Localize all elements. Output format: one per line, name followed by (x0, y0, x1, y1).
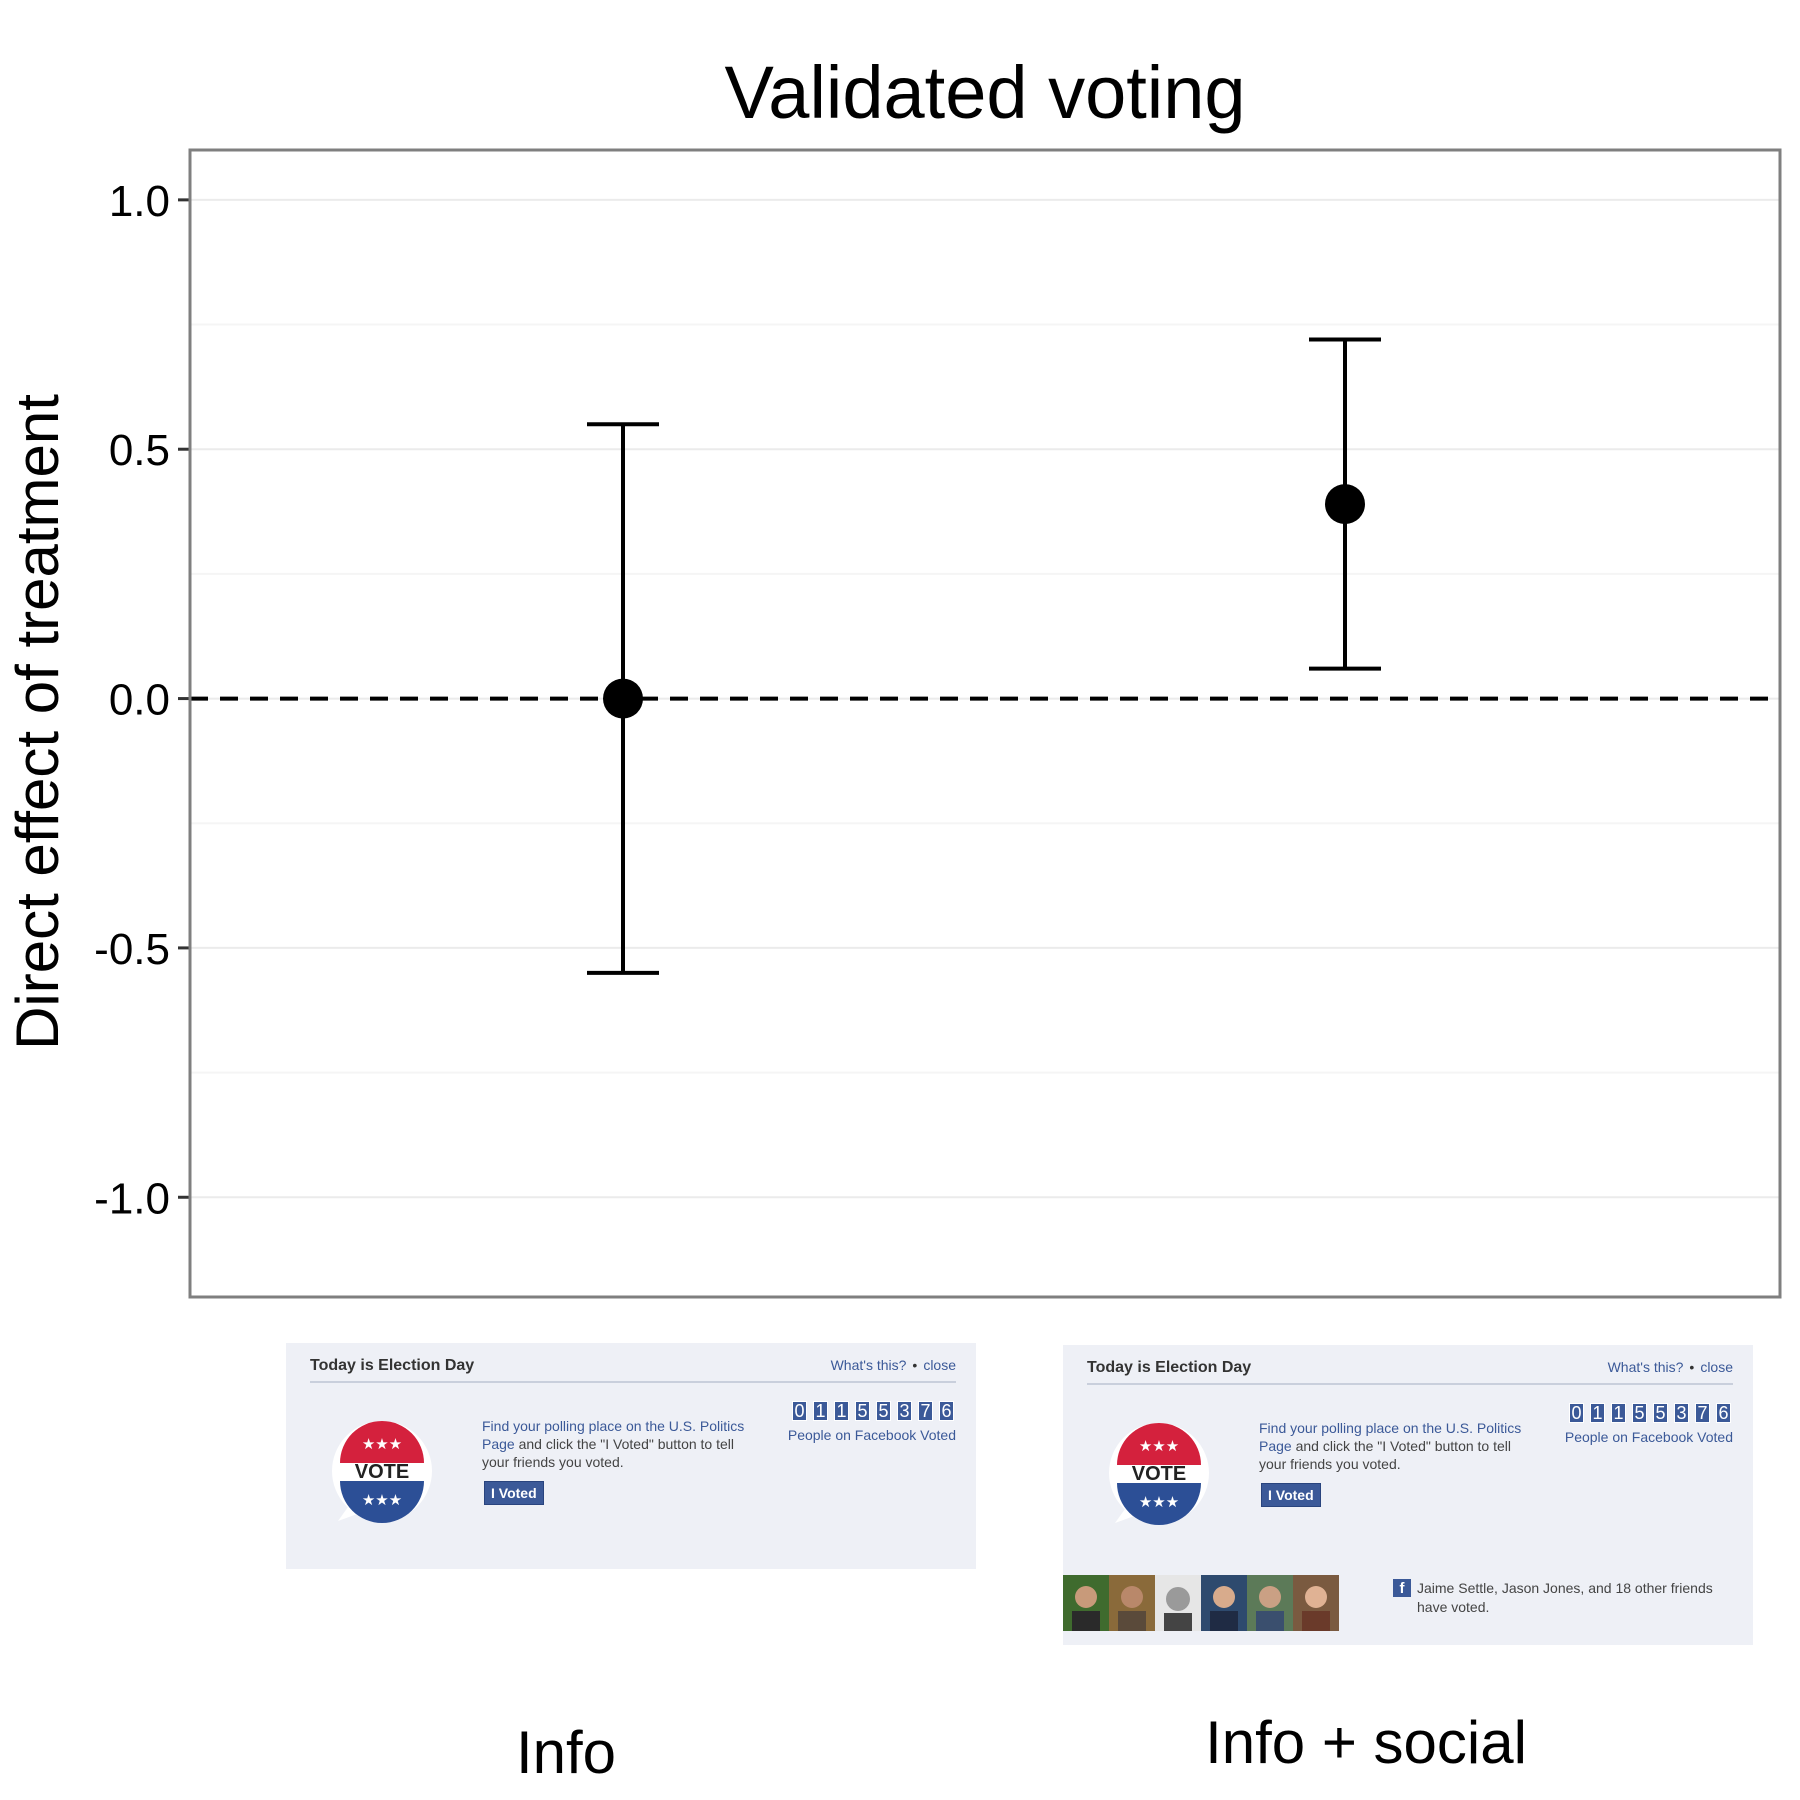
svg-text:★★★: ★★★ (362, 1492, 402, 1509)
group-label-info-social: Info + social (1205, 1709, 1527, 1776)
chart-title: Validated voting (724, 51, 1245, 134)
friends-voted-text: Jaime Settle, Jason Jones, and 18 other … (1417, 1580, 1713, 1615)
i-voted-button[interactable]: I Voted (484, 1481, 544, 1505)
whats-this-link[interactable]: What's this? (1607, 1359, 1684, 1375)
close-link[interactable]: close (923, 1357, 956, 1373)
counter-label: People on Facebook Voted (787, 1427, 956, 1443)
i-voted-button[interactable]: I Voted (1261, 1483, 1321, 1507)
instructions-text: Find your polling place on the U.S. Poli… (482, 1418, 745, 1470)
vote-badge-icon: ★★★ VOTE ★★★ (332, 1421, 432, 1523)
friend-avatar-icon[interactable] (1109, 1575, 1155, 1631)
vote-badge-text: VOTE (355, 1461, 409, 1483)
point-estimate-1 (1325, 484, 1365, 525)
y-tick-label: -0.5 (94, 925, 170, 974)
info-banner: Today is Election Day What's this? • close… (286, 1343, 976, 1569)
plot-frame (188, 148, 1782, 1299)
banner-title: Today is Election Day (310, 1357, 475, 1374)
polling-place-link[interactable]: Find your polling place on the U.S. Poli… (1259, 1420, 1522, 1454)
banner-links: What's this? • close (1607, 1359, 1733, 1375)
banner-header: Today is Election Day What's this? • close (310, 1355, 956, 1383)
y-tick-label: 0.5 (109, 426, 170, 475)
counter-label: People on Facebook Voted (1564, 1429, 1733, 1445)
close-link[interactable]: close (1700, 1359, 1733, 1375)
instructions-text: Find your polling place on the U.S. Poli… (1259, 1420, 1522, 1472)
svg-text:★★★: ★★★ (1139, 1438, 1179, 1455)
point-estimate-0 (603, 678, 643, 719)
polling-place-link[interactable]: Find your polling place on the U.S. Poli… (482, 1418, 745, 1452)
svg-text:★★★: ★★★ (1139, 1494, 1179, 1511)
plot-panel (190, 150, 1780, 1297)
y-axis-label: Direct effect of treatment (4, 394, 71, 1050)
friend-avatar-icon[interactable] (1155, 1575, 1201, 1631)
friend-avatar-icon[interactable] (1293, 1575, 1339, 1631)
facebook-icon: f (1393, 1579, 1411, 1597)
info-social-banner: Today is Election Day What's this? • close… (1063, 1345, 1753, 1645)
whats-this-link[interactable]: What's this? (830, 1357, 907, 1373)
y-tick-label: -1.0 (94, 1174, 170, 1223)
friend-avatar-icon[interactable] (1201, 1575, 1247, 1631)
vote-badge-text: VOTE (1132, 1463, 1186, 1485)
friend-avatar-icon[interactable] (1247, 1575, 1293, 1631)
banner-title: Today is Election Day (1087, 1359, 1252, 1376)
group-label-info: Info (515, 1719, 617, 1786)
banner-header: Today is Election Day What's this? • close (1087, 1357, 1733, 1385)
friend-avatar-icon[interactable] (1063, 1575, 1109, 1631)
y-tick-label: 0.0 (109, 676, 170, 725)
y-tick-label: 1.0 (109, 177, 170, 226)
vote-badge-icon: ★★★ VOTE ★★★ (1109, 1423, 1209, 1525)
svg-text:★★★: ★★★ (362, 1436, 402, 1453)
banner-links: What's this? • close (830, 1357, 956, 1373)
friend-photos (1063, 1575, 1339, 1631)
